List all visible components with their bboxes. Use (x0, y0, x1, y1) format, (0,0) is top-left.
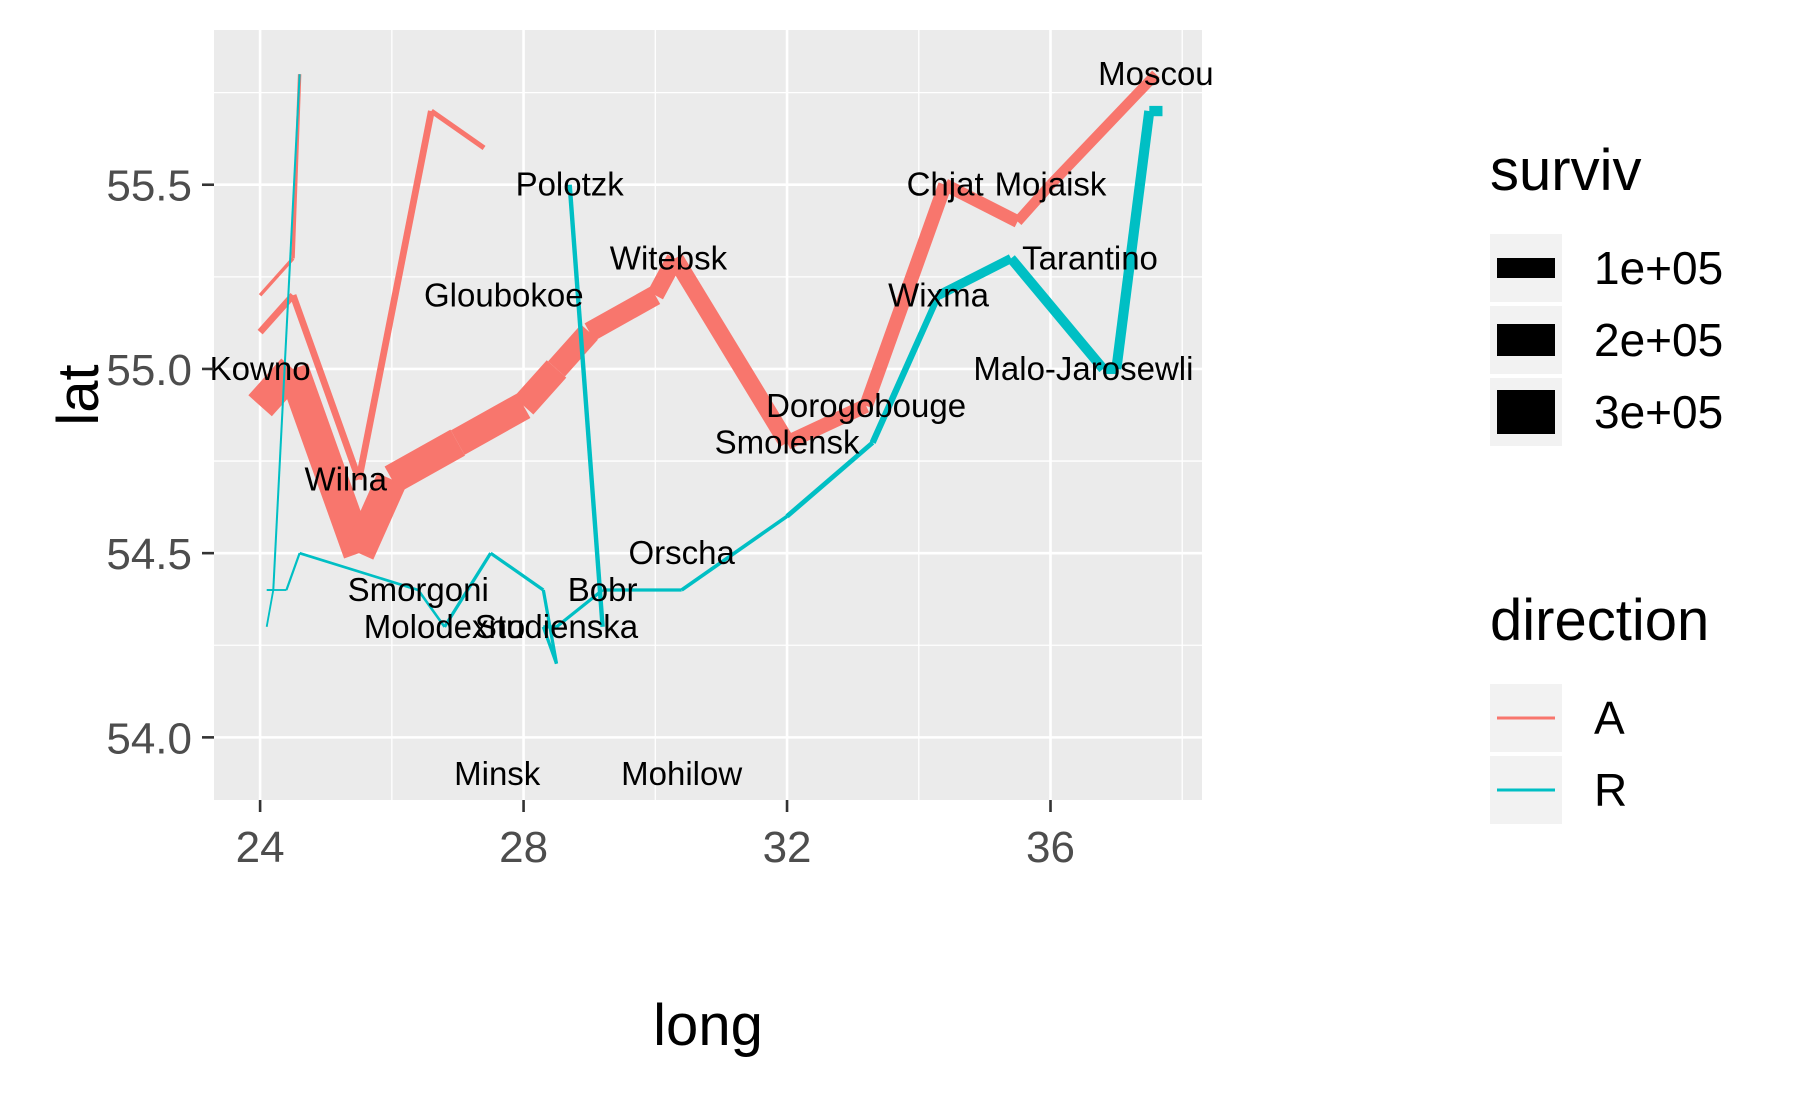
city-label: Orscha (628, 534, 735, 571)
color-legend-keys: AR (1490, 684, 1627, 824)
city-label: Polotzk (516, 166, 625, 203)
path-segment-A (548, 324, 598, 377)
city-label: Mohilow (621, 755, 742, 792)
path-segment-R (869, 293, 942, 444)
path-segment-R (443, 552, 493, 628)
path-segment-A (1046, 70, 1160, 189)
color-key-label: R (1594, 764, 1627, 816)
path-segment-R (285, 552, 301, 591)
x-tick-label: 24 (236, 823, 285, 872)
city-label: Tarantino (1022, 239, 1158, 276)
x-tick-label: 32 (763, 823, 812, 872)
path-segment-A (784, 399, 870, 450)
size-key-swatch (1497, 324, 1555, 356)
color-key-label: A (1594, 692, 1625, 744)
city-label: Molodexno (364, 608, 525, 645)
path-segment-A (289, 294, 363, 481)
size-key-label: 1e+05 (1594, 242, 1723, 294)
path-segment-A (942, 179, 1021, 228)
city-label: Chjat (907, 166, 984, 203)
axes: 24 28 32 36 54.0 54.5 55.0 55.5 (106, 162, 1075, 872)
path-segment-A (429, 108, 486, 150)
size-legend-keys: 1e+05 2e+05 3e+05 (1490, 234, 1723, 446)
y-tick-label: 54.0 (106, 714, 192, 763)
size-key-swatch (1497, 390, 1555, 434)
path-segment-A (667, 254, 795, 448)
city-label: Minsk (454, 755, 541, 792)
x-tick-label: 36 (1026, 823, 1075, 872)
y-tick-label: 55.5 (106, 162, 192, 211)
city-label: Bobr (568, 571, 638, 608)
y-tick-label: 54.5 (106, 530, 192, 579)
path-segment-R (785, 440, 875, 519)
path-segment-A (278, 363, 374, 559)
path-segment-A (1013, 181, 1055, 226)
city-label: Dorogobouge (766, 387, 966, 424)
city-label: Studienska (475, 608, 639, 645)
path-segment-A (344, 473, 407, 560)
x-axis-title: long (653, 993, 763, 1058)
path-segment-A (584, 286, 661, 341)
legend: surviv direction 1e+05 2e+05 3e+05 AR (1490, 138, 1723, 824)
city-label: Wixma (888, 276, 989, 313)
size-key-label: 3e+05 (1594, 386, 1723, 438)
plot-panel (214, 30, 1202, 800)
path-segment-R (1007, 255, 1108, 373)
path-segment-A (513, 360, 567, 415)
path-segment-R (936, 254, 1014, 300)
city-label: Smorgoni (348, 571, 489, 608)
city-label: Malo-Jarosewli (973, 350, 1193, 387)
path-segment-R (567, 184, 605, 628)
path-segment-R (272, 74, 301, 591)
size-key-swatch (1497, 258, 1555, 278)
city-label: Wilna (304, 460, 387, 497)
path-segment-R (299, 551, 419, 592)
city-label: Witebsk (610, 239, 728, 276)
army-paths (248, 70, 1163, 665)
x-tick-label: 28 (499, 823, 548, 872)
path-segment-R (417, 589, 446, 628)
city-label: Mojaisk (995, 166, 1107, 203)
path-segment-A (384, 429, 465, 493)
path-segment-A (859, 182, 952, 409)
y-axis-title: lat (46, 364, 111, 425)
size-legend-title: surviv (1490, 138, 1641, 203)
color-legend-title: direction (1490, 588, 1709, 653)
city-label: Smolensk (715, 424, 860, 461)
path-segment-R (555, 588, 604, 629)
path-segment-A (258, 257, 295, 297)
path-segment-R (489, 551, 545, 592)
size-key-label: 2e+05 (1594, 314, 1723, 366)
y-tick-label: 55.0 (106, 346, 192, 395)
path-segment-R (1111, 110, 1155, 370)
path-segment-R (680, 514, 789, 592)
path-segment-R (265, 589, 275, 628)
path-segment-A (450, 393, 531, 455)
path-segment-R (541, 589, 559, 664)
city-label: Gloubokoe (424, 276, 584, 313)
major-gridlines (214, 30, 1202, 800)
city-label: Kowno (210, 350, 311, 387)
city-label: Moscou (1098, 55, 1214, 92)
path-segment-A (355, 110, 435, 481)
minor-gridlines (214, 30, 1202, 800)
